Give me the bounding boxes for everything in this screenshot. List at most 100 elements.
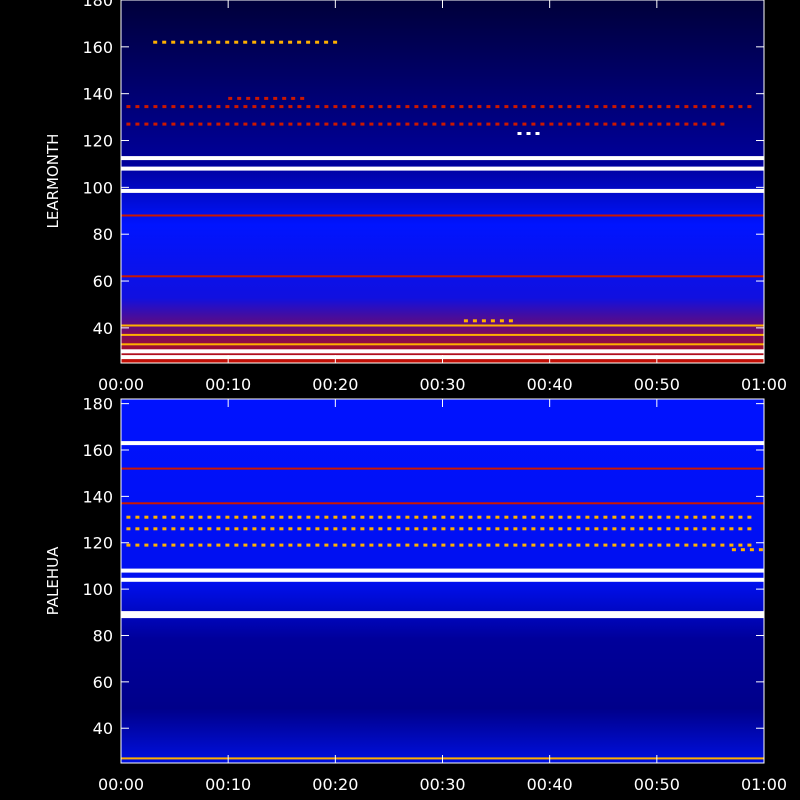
burst-segment [333,122,338,126]
burst-segment [162,515,167,519]
burst-segment [414,543,419,547]
burst-segment [234,527,239,531]
x-tick-label: 00:40 [527,775,573,794]
burst-segment [693,543,698,547]
burst-segment [246,96,251,100]
y-tick-label: 60 [93,272,113,291]
burst-segment [153,105,158,109]
burst-segment [126,527,131,531]
burst-segment [414,122,419,126]
burst-segment [639,527,644,531]
burst-segment [526,132,531,135]
burst-segment [387,527,392,531]
y-tick-label: 80 [93,626,113,645]
burst-segment [423,515,428,519]
burst-segment [675,515,680,519]
burst-segment [243,543,248,547]
burst-segment [216,122,221,126]
burst-segment [261,122,266,126]
burst-segment [711,122,716,126]
burst-segment [342,515,347,519]
burst-segment [324,122,329,126]
burst-segment [747,515,752,519]
burst-segment [513,543,518,547]
emission-band [121,343,764,346]
burst-segment [477,122,482,126]
burst-segment [378,543,383,547]
burst-segment [135,515,140,519]
burst-segment [504,527,509,531]
burst-segment [216,527,221,531]
burst-segment [288,122,293,126]
burst-segment [171,105,176,109]
burst-segment [576,122,581,126]
burst-segment [612,122,617,126]
burst-segment [162,527,167,531]
burst-segment [207,105,212,109]
burst-segment [171,40,176,44]
burst-segment [738,543,743,547]
burst-segment [432,122,437,126]
burst-segment [463,319,468,323]
burst-segment [396,527,401,531]
burst-segment [279,543,284,547]
burst-segment [387,543,392,547]
burst-segment [432,527,437,531]
burst-segment [639,105,644,109]
burst-segment [531,527,536,531]
burst-segment [504,543,509,547]
burst-segment [387,105,392,109]
burst-segment [387,515,392,519]
burst-segment [468,122,473,126]
burst-segment [481,319,486,323]
burst-segment [207,515,212,519]
burst-segment [216,515,221,519]
burst-segment [315,527,320,531]
burst-segment [648,527,653,531]
burst-segment [630,122,635,126]
emission-band [121,467,764,470]
burst-segment [171,543,176,547]
burst-segment [234,122,239,126]
burst-segment [513,122,518,126]
burst-segment [576,105,581,109]
y-tick-label: 80 [93,225,113,244]
burst-segment [351,122,356,126]
burst-segment [468,515,473,519]
burst-segment [180,105,185,109]
burst-segment [477,105,482,109]
burst-segment [297,105,302,109]
burst-segment [333,40,338,44]
burst-segment [180,527,185,531]
burst-segment [405,515,410,519]
burst-segment [171,515,176,519]
burst-segment [414,105,419,109]
burst-segment [702,515,707,519]
burst-segment [279,40,284,44]
burst-segment [531,122,536,126]
learmonth-y-axis-label: LEARMONTH [44,134,62,229]
burst-segment [369,515,374,519]
x-tick-label: 00:20 [312,375,358,394]
emission-band [121,611,764,619]
burst-segment [126,515,131,519]
x-tick-label: 00:00 [98,775,144,794]
burst-segment [639,543,644,547]
burst-segment [459,527,464,531]
burst-segment [702,543,707,547]
emission-band [121,275,764,278]
burst-segment [720,105,725,109]
burst-segment [153,527,158,531]
burst-segment [495,515,500,519]
burst-segment [234,40,239,44]
burst-segment [369,105,374,109]
burst-segment [504,515,509,519]
burst-segment [306,527,311,531]
burst-segment [558,122,563,126]
burst-segment [594,543,599,547]
burst-segment [225,40,230,44]
burst-segment [603,105,608,109]
burst-segment [180,40,185,44]
burst-segment [270,40,275,44]
